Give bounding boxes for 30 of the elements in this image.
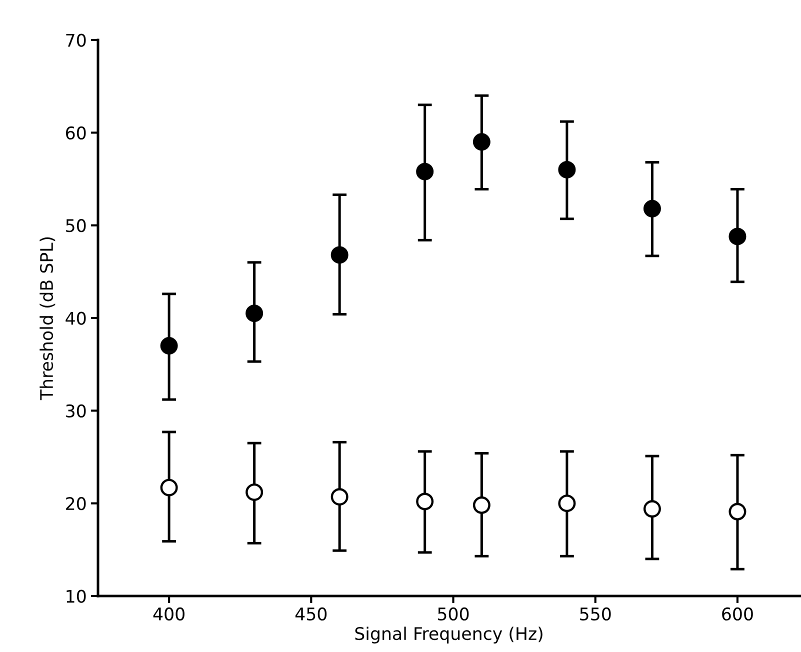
y-tick-label: 10: [66, 590, 86, 603]
point: [246, 483, 264, 501]
point: [160, 337, 178, 355]
y-tick-label: 20: [66, 497, 86, 510]
y-tick-label: 40: [66, 312, 86, 325]
y-tick-label: 30: [66, 404, 86, 418]
point: [643, 500, 661, 518]
point: [472, 133, 490, 151]
point: [558, 494, 576, 512]
point: [728, 228, 746, 246]
point: [472, 496, 490, 514]
x-tick-label: 550: [580, 607, 611, 621]
point: [416, 492, 434, 510]
point: [246, 304, 264, 322]
x-tick-label: 450: [295, 607, 327, 621]
point: [643, 200, 661, 218]
point: [728, 502, 746, 520]
point: [330, 246, 348, 264]
y-tick-label: 60: [66, 126, 86, 140]
x-axis-title: Signal Frequency (Hz): [355, 626, 542, 644]
y-tick-label: 50: [66, 219, 86, 232]
x-tick-label: 400: [153, 607, 184, 621]
point: [330, 488, 348, 506]
x-tick-label: 500: [438, 607, 469, 621]
y-axis-title: Threshold (dB SPL): [40, 237, 56, 400]
y-tick-label: 70: [66, 34, 86, 47]
point: [160, 478, 178, 496]
x-tick-label: 600: [722, 607, 753, 621]
point: [416, 162, 434, 180]
point: [558, 160, 576, 178]
